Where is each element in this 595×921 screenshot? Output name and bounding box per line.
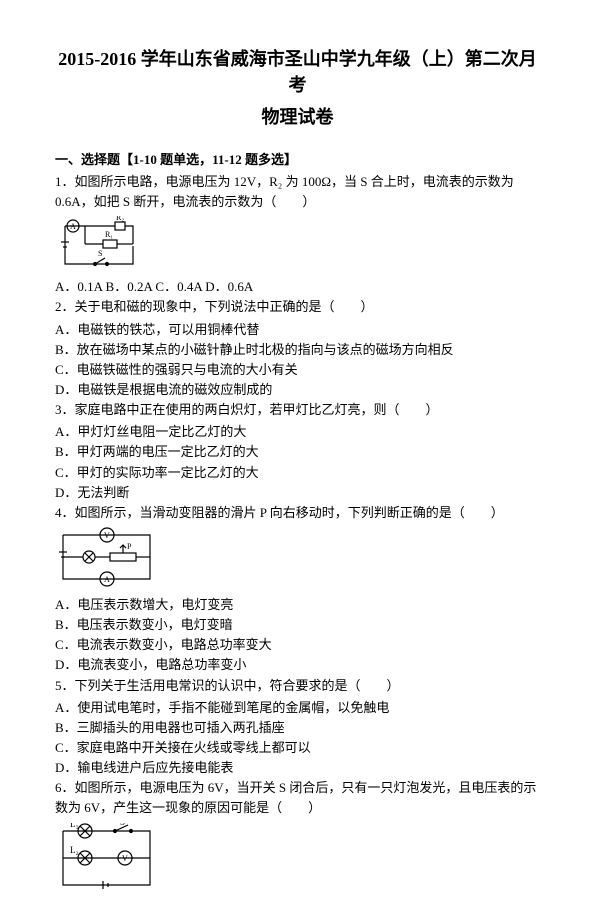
q4-c: C．电流表示数变小，电路总功率变大 xyxy=(55,635,540,655)
q1-options: A．0.1A B．0.2A C．0.4A D．0.6A xyxy=(55,277,540,297)
svg-text:A: A xyxy=(70,222,76,231)
svg-text:V: V xyxy=(122,854,128,863)
svg-text:V: V xyxy=(104,531,110,540)
svg-text:L₁: L₁ xyxy=(70,823,79,829)
q2-d: D．电磁铁是根据电流的磁效应制成的 xyxy=(55,380,540,400)
svg-text:R₂: R₂ xyxy=(116,216,124,222)
section-header: 一、选择题【1-10 题单选，11-12 题多选】 xyxy=(55,149,540,168)
q4-b: B．电压表示数变小，电灯变暗 xyxy=(55,615,540,635)
svg-text:S: S xyxy=(98,249,102,258)
q3-b: B．甲灯两端的电压一定比乙灯的大 xyxy=(55,442,540,462)
q4-d: D．电流表变小，电路总功率变小 xyxy=(55,655,540,675)
page-title: 2015-2016 学年山东省威海市圣山中学九年级（上）第二次月考 xyxy=(55,45,540,97)
q3-d: D．无法判断 xyxy=(55,483,540,503)
svg-text:R₁: R₁ xyxy=(105,230,113,239)
q4-figure: V P A xyxy=(55,527,540,589)
q6-figure: L₁ S L₂ V xyxy=(55,823,540,895)
q2-stem: 2．关于电和磁的现象中，下列说法中正确的是（ ） xyxy=(55,297,540,317)
q3-stem: 3．家庭电路中正在使用的两白炽灯，若甲灯比乙灯亮，则（ ） xyxy=(55,400,540,420)
q6-stem: 6．如图所示，电源电压为 6V，当开关 S 闭合后，只有一只灯泡发光，且电压表的… xyxy=(55,778,540,818)
page-subtitle: 物理试卷 xyxy=(55,103,540,129)
q1-stem: 1．如图所示电路，电源电压为 12V，R₂ 为 100Ω，当 S 合上时，电流表… xyxy=(55,172,540,212)
q2-b: B．放在磁场中某点的小磁针静止时北极的指向与该点的磁场方向相反 xyxy=(55,340,540,360)
q2-a: A．电磁铁的铁芯，可以用铜棒代替 xyxy=(55,320,540,340)
q4-stem: 4．如图所示，当滑动变阻器的滑片 P 向右移动时，下列判断正确的是（ ） xyxy=(55,503,540,523)
q5-c: C．家庭电路中开关接在火线或零线上都可以 xyxy=(55,738,540,758)
q3-a: A．甲灯灯丝电阻一定比乙灯的大 xyxy=(55,422,540,442)
q2-c: C．电磁铁磁性的强弱只与电流的大小有关 xyxy=(55,360,540,380)
q5-b: B．三脚插头的用电器也可插入两孔插座 xyxy=(55,718,540,738)
svg-text:S: S xyxy=(120,823,125,827)
svg-text:A: A xyxy=(104,575,110,584)
q3-c: C．甲灯的实际功率一定比乙灯的大 xyxy=(55,463,540,483)
svg-text:L₂: L₂ xyxy=(70,845,79,855)
q4-a: A．电压表示数增大，电灯变亮 xyxy=(55,595,540,615)
q5-a: A．使用试电笔时，手指不能碰到笔尾的金属帽，以免触电 xyxy=(55,698,540,718)
q5-stem: 5．下列关于生活用电常识的认识中，符合要求的是（ ） xyxy=(55,676,540,696)
svg-text:P: P xyxy=(127,542,132,551)
q1-figure: R₂ A R₁ S xyxy=(55,216,540,271)
q5-d: D．输电线进户后应先接电能表 xyxy=(55,758,540,778)
